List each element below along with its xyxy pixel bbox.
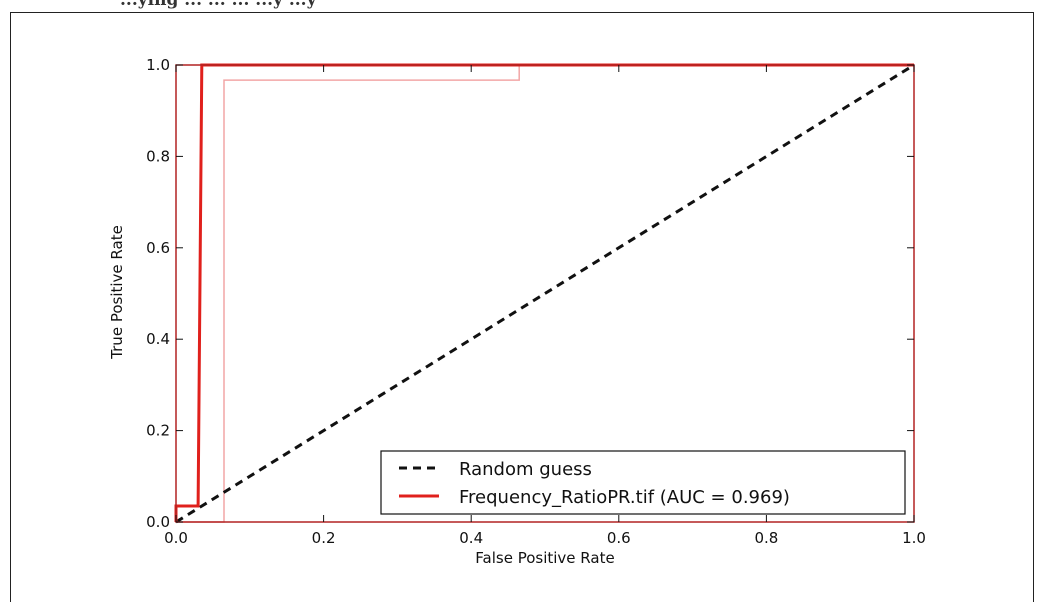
clipped-header-text: ...ying ... ... ... ...y ...y bbox=[120, 0, 317, 10]
x-tick-label: 0.2 bbox=[312, 529, 336, 547]
axes-frame bbox=[175, 64, 915, 523]
x-tick-label: 0.6 bbox=[607, 529, 631, 547]
legend-label: Frequency_RatioPR.tif (AUC = 0.969) bbox=[459, 487, 790, 508]
x-tick-label: 0.8 bbox=[754, 529, 778, 547]
plot-area bbox=[174, 63, 915, 524]
figure-frame bbox=[10, 12, 1034, 602]
x-axis-ticks: 0.0 0.2 0.4 0.6 0.8 1.0 bbox=[164, 65, 926, 547]
y-tick-label: 0.8 bbox=[146, 147, 170, 165]
x-tick-label: 0.0 bbox=[164, 529, 188, 547]
y-axis-ticks: 0.0 0.2 0.4 0.6 0.8 1.0 bbox=[146, 56, 914, 531]
legend: Random guess Frequency_RatioPR.tif (AUC =… bbox=[380, 450, 906, 515]
y-tick-label: 0.6 bbox=[146, 239, 170, 257]
y-tick-label: 0.0 bbox=[146, 513, 170, 531]
y-tick-label: 0.4 bbox=[146, 330, 170, 348]
legend-box bbox=[380, 450, 906, 515]
random-guess-line bbox=[175, 63, 915, 524]
x-axis-label: False Positive Rate bbox=[475, 549, 614, 567]
y-tick-label: 1.0 bbox=[146, 56, 170, 74]
x-tick-label: 1.0 bbox=[902, 529, 926, 547]
legend-label: Random guess bbox=[459, 459, 592, 480]
y-tick-label: 0.2 bbox=[146, 422, 170, 440]
clipped-header: ...ying ... ... ... ...y ...y bbox=[10, 0, 1034, 12]
y-axis-label: True Positive Rate bbox=[108, 225, 126, 360]
x-tick-label: 0.4 bbox=[459, 529, 483, 547]
